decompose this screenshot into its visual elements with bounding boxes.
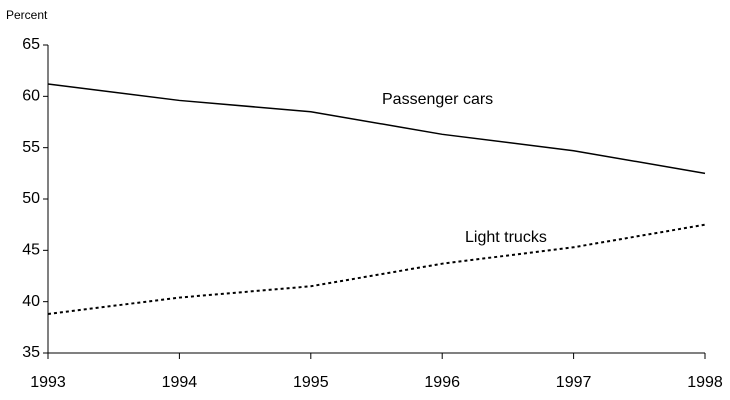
y-axis-label: Percent	[6, 8, 48, 22]
series-line	[47, 223, 706, 315]
x-tick-label: 1996	[424, 374, 460, 391]
x-tick-label: 1995	[293, 374, 329, 391]
y-tick-label: 50	[22, 190, 40, 207]
x-tick-label: 1994	[162, 374, 198, 391]
x-tick-label: 1998	[687, 374, 723, 391]
series-line	[47, 83, 706, 175]
y-tick-label: 55	[22, 139, 40, 156]
y-tick-label: 60	[22, 88, 40, 105]
y-tick-label: 40	[22, 293, 40, 310]
x-tick-label: 1993	[30, 374, 66, 391]
series-label: Light trucks	[465, 229, 547, 246]
series-label: Passenger cars	[382, 91, 493, 108]
y-tick-label: 45	[22, 242, 40, 259]
y-tick-label: 65	[22, 36, 40, 53]
x-tick-label: 1997	[556, 374, 592, 391]
y-tick-label: 35	[22, 344, 40, 361]
